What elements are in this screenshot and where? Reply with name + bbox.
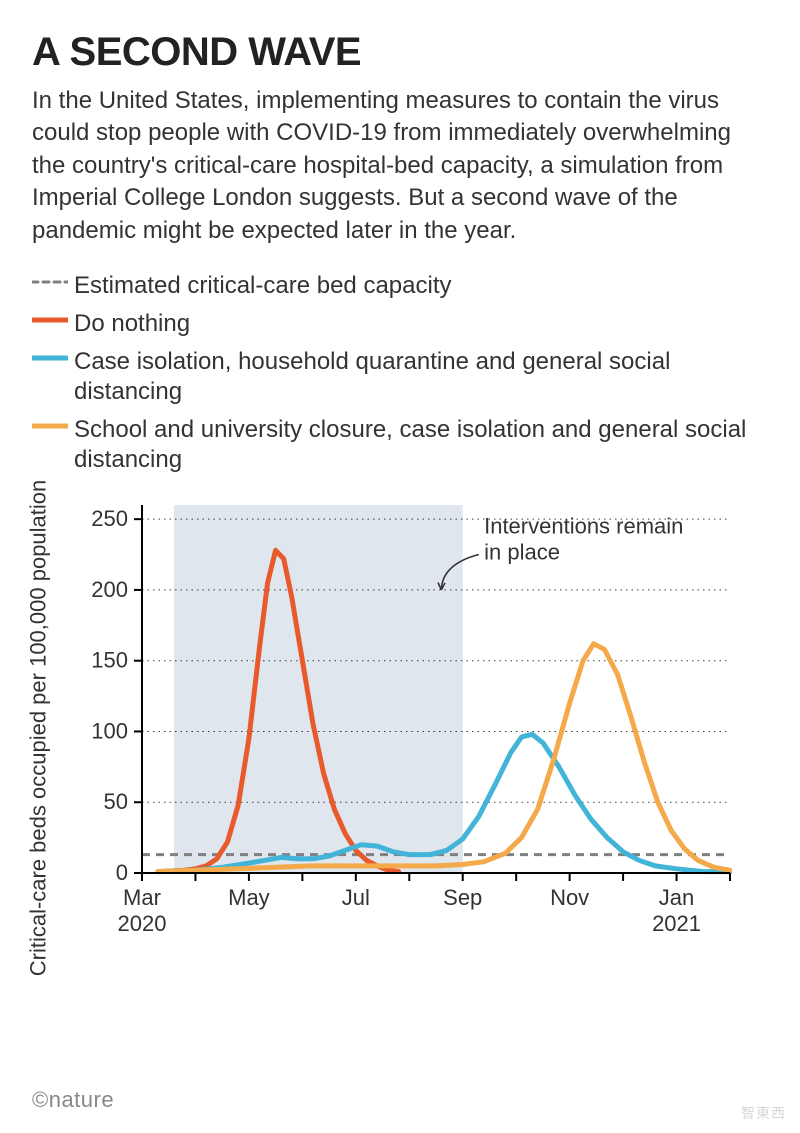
legend-label: School and university closure, case isol… (68, 415, 768, 475)
chart-subtitle: In the United States, implementing measu… (32, 85, 768, 247)
y-tick-label: 200 (91, 577, 128, 602)
x-tick-label: Nov (550, 885, 589, 910)
legend-label: Estimated critical-care bed capacity (68, 271, 451, 301)
x-tick-label: May (228, 885, 270, 910)
legend-swatch (32, 347, 68, 369)
chart-container: Critical-care beds occupied per 100,000 … (32, 493, 768, 963)
annotation-text: Interventions remainin place (484, 513, 683, 564)
intervention-region (174, 505, 463, 873)
x-year-label: 2021 (652, 911, 701, 936)
legend-item: Do nothing (32, 309, 768, 339)
legend: Estimated critical-care bed capacity Do n… (32, 271, 768, 475)
legend-label: Case isolation, household quarantine and… (68, 347, 768, 407)
y-tick-label: 50 (104, 789, 128, 814)
y-tick-label: 100 (91, 718, 128, 743)
y-axis-title: Critical-care beds occupied per 100,000 … (25, 480, 51, 977)
legend-swatch (32, 271, 68, 293)
legend-label: Do nothing (68, 309, 190, 339)
legend-item: Case isolation, household quarantine and… (32, 347, 768, 407)
legend-swatch (32, 309, 68, 331)
x-tick-label: Jul (342, 885, 370, 910)
legend-item: Estimated critical-care bed capacity (32, 271, 768, 301)
legend-item: School and university closure, case isol… (32, 415, 768, 475)
x-tick-label: Jan (659, 885, 694, 910)
copyright: ©nature (32, 1087, 114, 1113)
line-chart: 0 50 100 150 200 250 Mar May Jul Sep Nov Jan 2020 202… (32, 493, 732, 963)
y-tick-label: 150 (91, 648, 128, 673)
legend-swatch (32, 415, 68, 437)
x-tick-label: Sep (443, 885, 482, 910)
x-year-label: 2020 (118, 911, 167, 936)
y-tick-label: 0 (116, 860, 128, 885)
y-tick-label: 250 (91, 506, 128, 531)
chart-title: A SECOND WAVE (32, 30, 768, 75)
watermark: 智東西 (741, 1103, 786, 1123)
x-tick-label: Mar (123, 885, 161, 910)
